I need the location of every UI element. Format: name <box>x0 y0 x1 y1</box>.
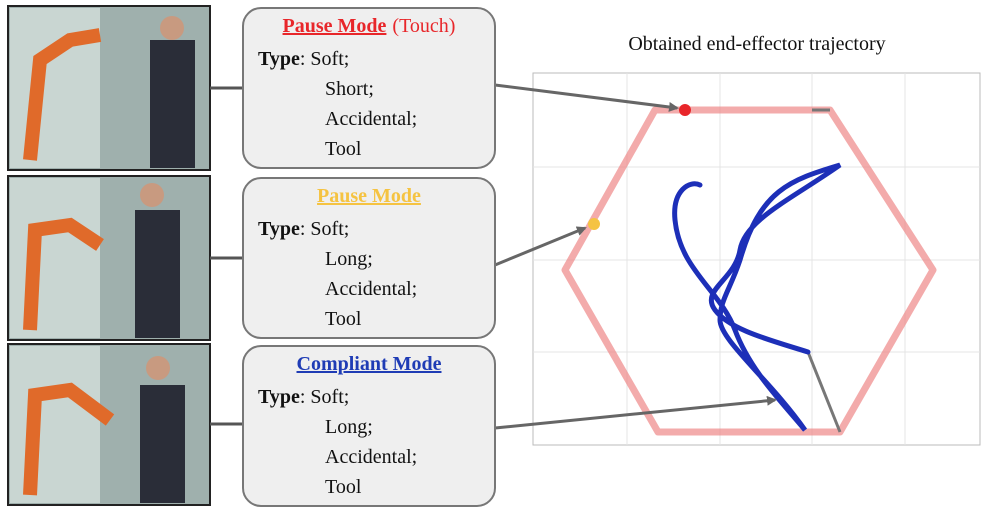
mode-note: (Touch) <box>392 15 455 37</box>
type-item: Long; <box>325 248 373 270</box>
type-item: Long; <box>325 416 373 438</box>
type-label: Type <box>258 218 300 240</box>
plot-title: Obtained end-effector trajectory <box>628 33 885 55</box>
mode-name: Pause Mode <box>317 185 421 207</box>
photos <box>7 5 211 506</box>
type-item: Tool <box>325 308 362 330</box>
type-item: : Soft; <box>300 218 349 240</box>
connectors <box>210 86 243 426</box>
box <box>242 7 496 169</box>
mode-box: Pause Mode Type: Soft; Long; Accidental; Too… <box>242 177 496 339</box>
arrows <box>494 83 777 430</box>
type-label: Type <box>258 48 300 70</box>
type-item: : Soft; <box>300 48 349 70</box>
mode-name: Pause Mode <box>283 15 387 37</box>
photo <box>7 175 211 341</box>
plot: Obtained end-effector trajectory <box>532 33 981 446</box>
mode-heading: Compliant Mode <box>297 353 442 375</box>
type-item: Accidental; <box>325 278 417 300</box>
mode-box: Pause Mode (Touch) Type: Soft; Short; Accide… <box>242 7 496 169</box>
type-label: Type <box>258 386 300 408</box>
type-item: Tool <box>325 476 362 498</box>
box <box>242 345 496 507</box>
mode-heading: Pause Mode <box>317 185 421 207</box>
box <box>242 177 496 339</box>
type-line: Type: Soft; <box>258 386 349 408</box>
mode-heading: Pause Mode (Touch) <box>283 15 456 37</box>
mode-boxes: Pause Mode (Touch)Type: Soft;Short;Accide… <box>242 7 496 507</box>
type-item: Short; <box>325 78 374 100</box>
type-item: Accidental; <box>325 446 417 468</box>
type-item: Accidental; <box>325 108 417 130</box>
mode-box: Compliant Mode Type: Soft; Long; Accidental… <box>242 345 496 507</box>
mode-name: Compliant Mode <box>297 353 442 375</box>
type-item: Tool <box>325 138 362 160</box>
type-item: : Soft; <box>300 386 349 408</box>
type-line: Type: Soft; <box>258 48 349 70</box>
photo <box>7 343 211 506</box>
type-line: Type: Soft; <box>258 218 349 240</box>
photo <box>7 5 211 171</box>
